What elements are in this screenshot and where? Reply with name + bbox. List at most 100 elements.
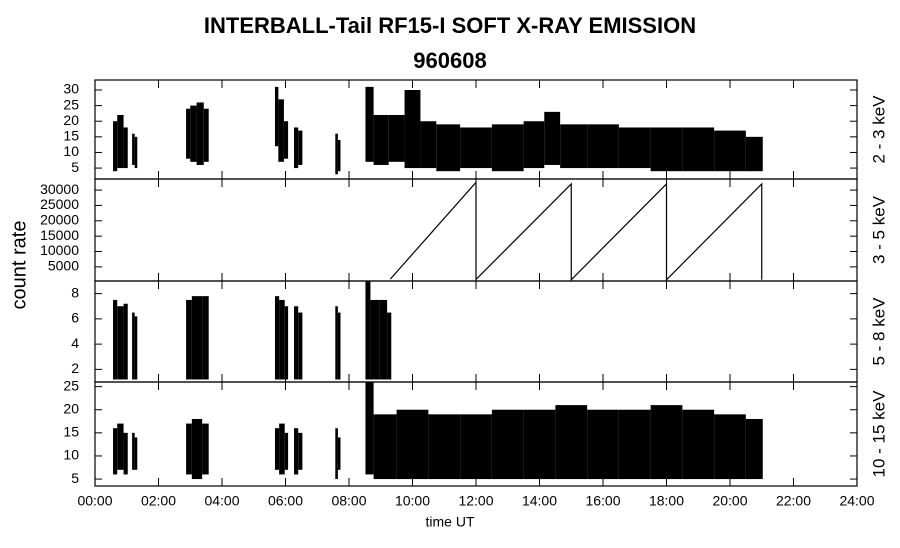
- range-bar: [420, 121, 437, 169]
- range-bar: [294, 127, 299, 169]
- range-bar: [560, 124, 588, 169]
- range-bar: [278, 99, 284, 162]
- y-tick-label: 2: [71, 360, 79, 376]
- range-bar: [123, 127, 128, 169]
- range-bar: [373, 114, 389, 165]
- range-bar: [618, 409, 651, 480]
- range-bar: [274, 428, 280, 470]
- range-bar: [186, 299, 192, 380]
- range-bar: [298, 130, 303, 165]
- range-bar: [555, 405, 588, 480]
- range-bar: [365, 281, 371, 380]
- range-bar: [745, 136, 763, 172]
- range-bar: [117, 306, 124, 380]
- range-bar: [279, 299, 285, 380]
- range-bar: [365, 86, 374, 162]
- range-bar: [335, 306, 338, 380]
- range-bar: [404, 89, 421, 169]
- range-bar: [274, 86, 279, 147]
- range-bar: [203, 108, 209, 162]
- range-bar: [491, 124, 524, 172]
- x-tick-label: 00:00: [77, 493, 112, 509]
- y-tick-label: 10000: [40, 242, 79, 258]
- y-tick-label: 20000: [40, 211, 79, 227]
- range-bar: [113, 299, 118, 380]
- range-bar: [714, 130, 746, 172]
- range-bar: [117, 114, 124, 169]
- x-tick-label: 18:00: [649, 493, 684, 509]
- range-bar: [436, 124, 461, 172]
- range-bar: [190, 105, 197, 162]
- chart-subtitle: 960608: [413, 48, 486, 73]
- range-bar: [388, 114, 405, 162]
- y-tick-label: 15: [63, 424, 79, 440]
- panel-label: 10 - 15 keV: [869, 390, 888, 478]
- x-tick-label: 14:00: [522, 493, 557, 509]
- range-bar: [373, 414, 397, 480]
- range-bar: [335, 133, 338, 175]
- plot-frame: [94, 280, 858, 383]
- range-bar: [544, 111, 561, 165]
- y-tick-label: 25: [63, 96, 79, 112]
- range-bar: [682, 127, 715, 172]
- y-tick-label: 20: [63, 400, 79, 416]
- range-bar: [650, 405, 683, 480]
- range-bar: [370, 299, 380, 380]
- range-bar: [202, 296, 209, 380]
- range-bar: [284, 432, 289, 470]
- y-tick-label: 10: [63, 143, 79, 159]
- x-tick-label: 12:00: [458, 493, 493, 509]
- y-tick-label: 25: [63, 377, 79, 393]
- range-bar: [134, 136, 138, 169]
- range-bar: [191, 296, 203, 380]
- range-bar: [294, 428, 299, 475]
- range-bar: [279, 423, 285, 475]
- range-bar: [745, 418, 763, 480]
- x-tick-label: 02:00: [141, 493, 176, 509]
- range-bar: [123, 432, 128, 475]
- x-tick-label: 04:00: [204, 493, 239, 509]
- range-bar: [132, 133, 135, 165]
- range-bar: [196, 102, 204, 165]
- range-bar: [294, 306, 299, 380]
- range-bar: [650, 127, 683, 172]
- range-bar: [618, 127, 651, 169]
- y-tick-label: 25000: [40, 196, 79, 212]
- range-bar: [387, 312, 392, 380]
- range-bar: [284, 306, 289, 380]
- range-bar: [523, 409, 556, 480]
- y-tick-label: 15000: [40, 227, 79, 243]
- range-bar: [113, 428, 118, 475]
- range-bar: [134, 316, 138, 380]
- panel-label: 5 - 8 keV: [869, 297, 888, 366]
- y-tick-label: 5: [71, 159, 79, 175]
- x-tick-label: 08:00: [331, 493, 366, 509]
- panel-label: 3 - 5 keV: [869, 195, 888, 264]
- y-tick-label: 5000: [48, 258, 79, 274]
- range-bar: [337, 312, 341, 380]
- range-bar: [460, 127, 492, 169]
- x-tick-label: 22:00: [776, 493, 811, 509]
- range-bar: [132, 432, 135, 470]
- data-line: [389, 180, 763, 282]
- chart-title: INTERBALL-Tail RF15-I SOFT X-RAY EMISSIO…: [204, 13, 696, 38]
- range-bar: [186, 423, 192, 475]
- x-tick-label: 20:00: [712, 493, 747, 509]
- y-tick-label: 30: [63, 81, 79, 97]
- range-bar: [283, 121, 289, 159]
- range-bar: [587, 124, 619, 169]
- range-bar: [523, 121, 545, 169]
- y-tick-label: 4: [71, 335, 79, 351]
- range-bar: [298, 312, 303, 380]
- x-tick-label: 24:00: [839, 493, 874, 509]
- range-bar: [335, 428, 338, 480]
- range-bar: [396, 409, 429, 480]
- range-bar: [132, 312, 135, 380]
- x-tick-label: 06:00: [268, 493, 303, 509]
- panel-label: 2 - 3 keV: [869, 95, 888, 164]
- range-bar: [202, 423, 209, 475]
- range-bar: [365, 382, 374, 475]
- range-bar: [587, 409, 619, 480]
- range-bar: [682, 409, 715, 480]
